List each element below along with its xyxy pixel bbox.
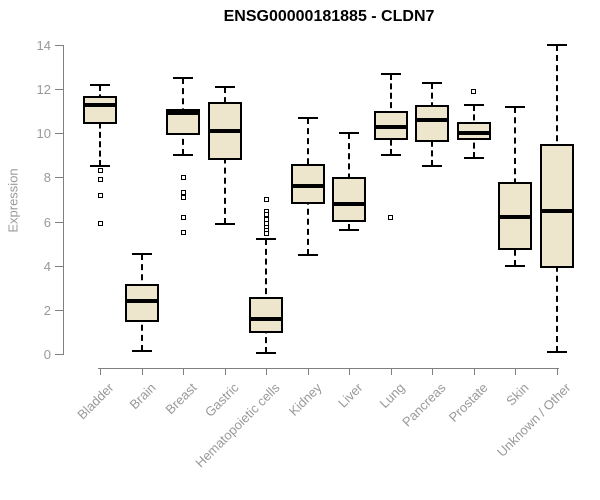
whisker-cap-high — [505, 105, 525, 108]
y-tick — [55, 221, 63, 223]
y-tick — [55, 265, 63, 267]
chart-title: ENSG00000181885 - CLDN7 — [223, 8, 435, 25]
y-tick-label: 4 — [43, 258, 51, 274]
whisker-cap-high — [339, 132, 359, 135]
box-iqr — [249, 296, 283, 334]
whisker-cap-high — [214, 85, 235, 88]
outlier-point — [97, 177, 103, 183]
y-tick-label: 14 — [36, 38, 51, 53]
whisker-cap-high — [463, 103, 484, 106]
y-tick — [55, 354, 63, 355]
median-line — [166, 111, 200, 116]
whisker-cap-low — [297, 253, 318, 256]
whisker-cap-low — [256, 351, 276, 354]
x-tick — [141, 368, 143, 375]
whisker-cap-high — [297, 116, 318, 119]
whisker-cap-low — [214, 222, 235, 225]
median-line — [373, 124, 408, 129]
y-tick-label: 2 — [43, 302, 51, 318]
box-iqr — [332, 177, 366, 222]
box-iqr — [539, 144, 574, 268]
whisker-cap-low — [422, 165, 442, 168]
box-iqr — [124, 284, 159, 322]
whisker-cap-high — [380, 72, 401, 75]
x-tick — [432, 368, 433, 375]
median-line — [539, 208, 574, 213]
outlier-point — [180, 194, 186, 200]
median-line — [207, 129, 242, 134]
box-iqr — [83, 95, 117, 125]
whisker-cap-high — [256, 238, 276, 241]
median-line — [83, 102, 117, 107]
median-line — [249, 316, 283, 321]
outlier-point — [388, 214, 393, 220]
whisker-cap-high — [131, 252, 152, 255]
x-tick — [183, 368, 184, 375]
outlier-point — [97, 192, 103, 198]
y-tick-label: 0 — [43, 347, 51, 362]
y-tick — [55, 177, 63, 179]
x-tick — [266, 368, 267, 375]
x-tick — [515, 368, 516, 375]
outlier-point — [180, 214, 186, 220]
x-tick — [307, 368, 309, 375]
outlier-point — [97, 168, 103, 174]
median-line — [290, 184, 325, 189]
whisker-cap-low — [131, 349, 152, 352]
whisker-cap-low — [90, 165, 110, 168]
whisker-cap-high — [90, 83, 110, 86]
median-line — [415, 118, 449, 123]
whisker-line — [265, 239, 267, 353]
outlier-point — [263, 231, 269, 237]
x-tick-label: Unknown / Other — [493, 380, 574, 460]
y-tick-label: 12 — [36, 82, 51, 98]
outlier-point — [97, 221, 103, 227]
whisker-cap-low — [380, 154, 401, 157]
x-tick — [100, 368, 101, 375]
whisker-cap-high — [546, 44, 567, 46]
y-tick — [55, 133, 63, 135]
whisker-cap-low — [505, 264, 525, 267]
whisker-line — [99, 84, 101, 167]
box-iqr — [456, 122, 491, 140]
box-iqr — [415, 104, 449, 143]
whisker-cap-high — [173, 77, 193, 80]
x-tick — [224, 368, 226, 375]
whisker-cap-low — [339, 229, 359, 232]
y-axis-line — [63, 45, 64, 355]
whisker-cap-high — [422, 81, 442, 84]
whisker-cap-low — [546, 350, 567, 353]
y-tick-label: 8 — [43, 170, 51, 186]
outlier-point — [471, 88, 476, 94]
x-tick — [390, 368, 392, 375]
whisker-cap-low — [463, 156, 484, 159]
outlier-point — [180, 230, 186, 236]
outlier-point — [180, 174, 186, 180]
x-tick — [349, 368, 350, 375]
median-line — [498, 215, 532, 220]
median-line — [124, 299, 159, 304]
x-axis-line — [98, 368, 559, 369]
y-tick-label: 10 — [36, 126, 51, 142]
outlier-point — [263, 197, 269, 202]
y-tick-label: 6 — [43, 214, 51, 230]
x-tick — [556, 368, 558, 375]
median-line — [332, 201, 366, 206]
y-tick — [55, 89, 63, 91]
median-line — [456, 131, 491, 136]
whisker-cap-low — [173, 154, 193, 157]
y-tick — [55, 309, 63, 311]
box-iqr — [290, 164, 325, 204]
y-tick — [55, 45, 63, 46]
x-tick — [473, 368, 475, 375]
